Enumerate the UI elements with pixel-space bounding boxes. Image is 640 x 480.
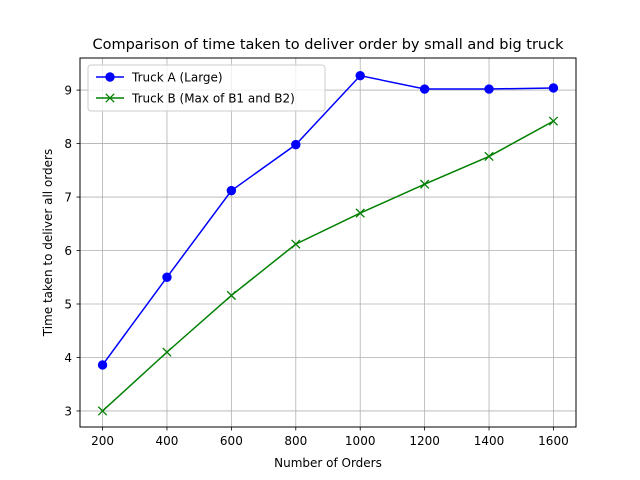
x-tick-label: 800 bbox=[284, 434, 307, 448]
y-tick-label: 4 bbox=[64, 351, 72, 365]
y-tick-label: 3 bbox=[64, 404, 72, 418]
data-point bbox=[355, 70, 365, 81]
series-layer bbox=[97, 70, 559, 416]
y-tick-label: 8 bbox=[64, 137, 72, 151]
legend-box bbox=[87, 64, 326, 112]
data-point bbox=[97, 360, 108, 370]
x-tick-label: 1600 bbox=[538, 434, 569, 448]
series-line bbox=[101, 74, 554, 366]
x-tick-label: 1400 bbox=[474, 434, 505, 448]
plot-area bbox=[79, 57, 577, 428]
data-point bbox=[548, 116, 559, 126]
legend-label: Truck A (Large) bbox=[131, 71, 223, 85]
data-point bbox=[419, 179, 430, 189]
legend-swatch-marker bbox=[105, 72, 115, 82]
legend: Truck A (Large) Truck B (Max of B1 and B2… bbox=[87, 64, 326, 112]
x-tick-label: 200 bbox=[91, 434, 114, 448]
legend-item: Truck B (Max of B1 and B2) bbox=[96, 92, 295, 106]
legend-item: Truck A (Large) bbox=[96, 71, 223, 85]
data-point bbox=[484, 84, 494, 94]
data-point bbox=[419, 84, 430, 94]
data-point bbox=[355, 208, 365, 218]
data-point bbox=[97, 406, 108, 416]
x-tick-label: 400 bbox=[156, 434, 179, 448]
x-tick-label: 1200 bbox=[409, 434, 440, 448]
x-tick-label: 1000 bbox=[345, 434, 376, 448]
grid bbox=[80, 58, 576, 427]
data-point bbox=[291, 139, 301, 150]
series-line bbox=[102, 120, 554, 412]
legend-label: Truck B (Max of B1 and B2) bbox=[131, 92, 295, 106]
y-tick-label: 9 bbox=[64, 84, 72, 98]
y-tick-label: 6 bbox=[64, 244, 72, 258]
x-axis-label: Number of Orders bbox=[274, 456, 382, 470]
data-point bbox=[548, 83, 559, 93]
data-point bbox=[162, 347, 172, 357]
y-tick-label: 5 bbox=[64, 298, 72, 312]
y-axis: 3 4 5 6 7 8 9 bbox=[64, 84, 80, 418]
data-point bbox=[226, 185, 237, 196]
y-tick-label: 7 bbox=[64, 191, 72, 205]
data-point bbox=[162, 272, 172, 282]
chart-title: Comparison of time taken to deliver orde… bbox=[92, 37, 564, 53]
y-axis-label: Time taken to deliver all orders bbox=[41, 149, 55, 337]
x-axis: 200 400 600 800 1000 1200 1400 1600 bbox=[91, 427, 569, 448]
series-2 bbox=[97, 116, 559, 416]
data-point bbox=[291, 239, 301, 249]
data-point bbox=[226, 290, 237, 301]
series-1 bbox=[97, 70, 559, 370]
x-tick-label: 600 bbox=[220, 434, 243, 448]
data-point bbox=[484, 151, 494, 162]
legend-swatch-marker bbox=[105, 93, 115, 103]
